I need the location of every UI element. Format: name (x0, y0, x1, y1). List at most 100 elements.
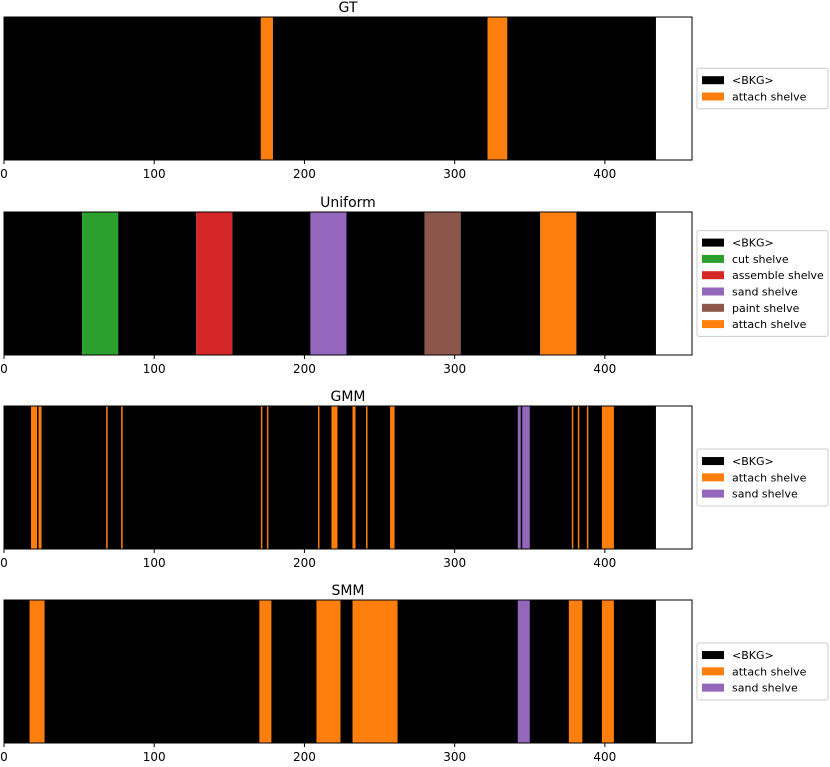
x-tick-label: 400 (593, 167, 616, 181)
segment-bar (576, 212, 656, 355)
legend-label: paint shelve (732, 302, 800, 315)
legend-swatch (702, 238, 724, 247)
legend: <BKG> attach shelve sand shelve (696, 642, 829, 701)
plot-frame (3, 599, 693, 744)
segment-bar (346, 212, 425, 355)
x-tick-label: 300 (443, 556, 466, 570)
legend: <BKG> attach shelve (696, 67, 829, 110)
legend: <BKG> cut shelve assemble shelve sand shelv… (696, 230, 829, 337)
segment-bar (586, 406, 589, 549)
legend-label: attach shelve (732, 471, 807, 484)
legend-label: attach shelve (732, 665, 807, 678)
segment-bar (259, 600, 272, 743)
segment-bar (266, 406, 269, 549)
x-tick-label: 300 (443, 167, 466, 181)
segment-bar (121, 406, 123, 549)
x-tick-label: 0 (0, 362, 8, 376)
x-tick-label: 200 (293, 362, 316, 376)
legend-swatch (702, 254, 724, 263)
segment-bar (517, 406, 521, 549)
legend-swatch (702, 473, 724, 482)
legend-box (696, 642, 829, 701)
segment-bar (460, 212, 541, 355)
legend-swatch (702, 667, 724, 676)
legend-swatch (702, 320, 724, 329)
panel-title: GMM (330, 389, 365, 405)
x-tick-label: 300 (443, 750, 466, 764)
legend: <BKG> attach shelve sand shelve (696, 448, 829, 507)
legend-box (696, 67, 829, 110)
panel-title: Uniform (320, 195, 376, 211)
segment-bar (366, 406, 368, 549)
legend-swatch (702, 683, 724, 692)
segment-bar (232, 212, 311, 355)
segment-bar (260, 17, 273, 160)
segment-bar (118, 212, 197, 355)
segment-bar (577, 406, 580, 549)
panel-smm: SMM 0 100 200 300 400 <BKG> attach shelve sand s… (0, 583, 829, 764)
legend-swatch (702, 92, 724, 101)
legend-label: attach shelve (732, 91, 807, 104)
segment-bar (352, 406, 356, 549)
x-tick-label: 100 (143, 167, 166, 181)
segment-bar (517, 600, 530, 743)
x-tick-label: 100 (143, 362, 166, 376)
segment-bar (390, 406, 395, 549)
x-tick-label: 0 (0, 556, 8, 570)
segment-bar (317, 406, 320, 549)
segment-bar (29, 600, 45, 743)
legend-label: assemble shelve (732, 269, 824, 282)
legend-swatch (702, 457, 724, 466)
legend-label: sand shelve (732, 488, 798, 501)
segment-bar (4, 212, 83, 355)
legend-swatch (702, 271, 724, 280)
x-tick-label: 300 (443, 362, 466, 376)
legend-label: cut shelve (732, 253, 789, 266)
segment-bar (4, 406, 656, 549)
plot-frame (3, 211, 693, 356)
legend-label: attach shelve (732, 318, 807, 331)
segment-bar (316, 600, 341, 743)
panel-uniform: Uniform 0 100 200 300 400 <BKG> cut shelve assem… (0, 195, 829, 376)
x-tick-label: 400 (593, 556, 616, 570)
segment-bar (82, 212, 119, 355)
segment-bar (352, 600, 398, 743)
plot-frame (3, 16, 693, 161)
segment-bar (196, 212, 233, 355)
segment-bar (507, 17, 656, 160)
segment-bar (487, 17, 508, 160)
segment-bar (571, 406, 574, 549)
x-tick-label: 400 (593, 362, 616, 376)
panel-title: SMM (331, 583, 364, 599)
legend-label: <BKG> (732, 74, 774, 87)
segment-bar (4, 17, 261, 160)
plot-frame (3, 405, 693, 550)
segment-bar (424, 212, 461, 355)
x-tick-label: 0 (0, 750, 8, 764)
legend-swatch (702, 303, 724, 312)
legend-label: <BKG> (732, 649, 774, 662)
segment-bar (31, 406, 38, 549)
legend-label: sand shelve (732, 682, 798, 695)
x-tick-label: 100 (143, 750, 166, 764)
segment-bar (38, 406, 42, 549)
legend-swatch (702, 651, 724, 660)
panel-title: GT (339, 0, 358, 16)
panel-gmm: GMM 0 100 200 300 400 <BKG> attach shelve sand s… (0, 389, 829, 570)
legend-label: <BKG> (732, 237, 774, 250)
segment-bar (522, 406, 530, 549)
segment-bar (568, 600, 583, 743)
legend-label: <BKG> (732, 455, 774, 468)
segment-bar (106, 406, 108, 549)
segment-bar (260, 406, 263, 549)
segment-bar (540, 212, 577, 355)
segment-bar (601, 600, 614, 743)
segment-bar (310, 212, 347, 355)
panel-gt: GT 0 100 200 300 400 <BKG> attach shelve (0, 0, 829, 181)
legend-box (696, 230, 829, 337)
legend-swatch (702, 489, 724, 498)
x-tick-label: 200 (293, 167, 316, 181)
segment-bar (601, 406, 614, 549)
segment-bar (272, 17, 488, 160)
